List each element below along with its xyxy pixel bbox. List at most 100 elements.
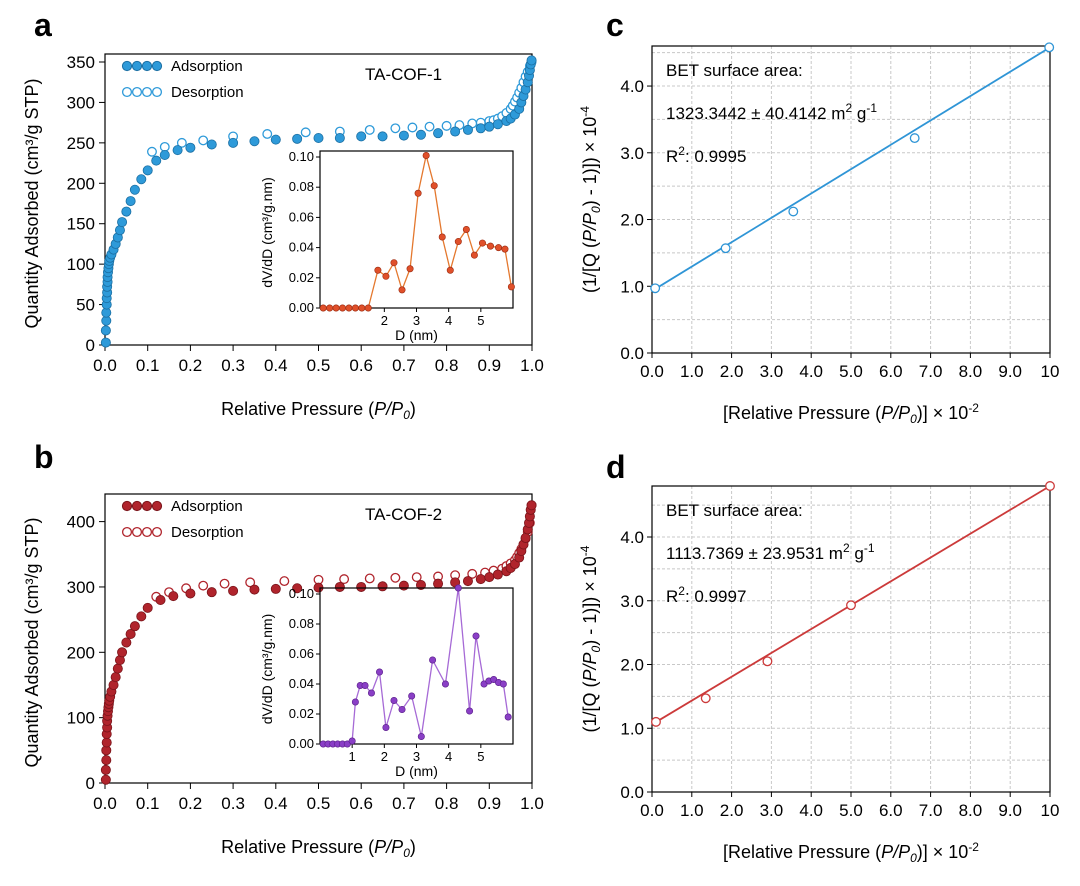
inset-x-tick-label: 5 bbox=[477, 313, 484, 328]
x-tick-label: 4.0 bbox=[799, 801, 823, 820]
x-tick-label: 0.5 bbox=[307, 356, 331, 375]
data-point bbox=[762, 656, 773, 667]
data-point bbox=[720, 243, 731, 254]
y-tick-label: 250 bbox=[67, 134, 95, 153]
data-point-adsorption bbox=[492, 119, 503, 130]
plot-frame bbox=[104, 493, 533, 784]
data-point-adsorption bbox=[228, 585, 239, 596]
data-point-adsorption bbox=[520, 532, 531, 543]
panel-letter-d: d bbox=[606, 449, 626, 485]
x-tick-label: 0.9 bbox=[477, 794, 501, 813]
x-tick-label: 0.0 bbox=[93, 356, 117, 375]
x-tick-label: 0.7 bbox=[392, 794, 416, 813]
inset-x-tick-label: 3 bbox=[413, 749, 420, 764]
inset-y-tick-label: 0.06 bbox=[289, 646, 314, 661]
data-point-adsorption bbox=[129, 621, 140, 632]
data-point-desorption bbox=[467, 568, 478, 579]
inset-y-tick-label: 0.04 bbox=[289, 676, 314, 691]
inset-data-point bbox=[486, 242, 494, 250]
inset-data-point bbox=[345, 304, 353, 312]
inset-data-point bbox=[422, 151, 430, 159]
y-tick-label: 4.0 bbox=[620, 77, 644, 96]
inset-y-tick-label: 0.02 bbox=[289, 706, 314, 721]
x-tick-label: 1.0 bbox=[520, 356, 544, 375]
x-tick-label: 0.4 bbox=[264, 356, 288, 375]
data-point-adsorption bbox=[292, 133, 303, 144]
data-point-adsorption bbox=[168, 591, 179, 602]
inset-data-point bbox=[361, 681, 369, 689]
inset-data-point bbox=[319, 304, 327, 312]
inset-data-point bbox=[446, 266, 454, 274]
x-tick-label: 3.0 bbox=[760, 362, 784, 381]
data-point-adsorption bbox=[415, 579, 426, 590]
x-axis-title: [Relative Pressure (P/P0)] × 10-2 bbox=[723, 401, 979, 426]
legend-marker-adsorption bbox=[151, 500, 163, 512]
inset-data-point bbox=[454, 584, 462, 592]
chart-panel-d: 0.0 1.0 2.0 3.0 4.0 5.0 6.0 7.0 8.0 9.0 10 0.0 1.0 2.… bbox=[578, 481, 1059, 865]
bet-annotation-value: 1113.7369 ± 23.9531 m2 g-1 bbox=[666, 541, 875, 563]
x-tick-label: 10 bbox=[1041, 362, 1060, 381]
data-point-adsorption bbox=[112, 663, 123, 674]
inset-data-point bbox=[470, 251, 478, 259]
chart-panel-a: 0.0 0.1 0.2 0.3 0.4 0.5 0.6 0.7 0.8 0.9 1.0 0 50 100 1… bbox=[22, 53, 544, 422]
data-point-adsorption bbox=[142, 602, 153, 613]
data-point-adsorption bbox=[356, 131, 367, 142]
data-point-adsorption bbox=[475, 123, 486, 134]
inset-data-point bbox=[462, 225, 470, 233]
data-point-adsorption bbox=[110, 672, 121, 683]
y-tick-label: 1.0 bbox=[620, 277, 644, 296]
legend-label-adsorption: Adsorption bbox=[171, 58, 243, 75]
inset-x-tick-label: 2 bbox=[381, 313, 388, 328]
data-point-desorption bbox=[364, 573, 375, 584]
x-tick-label: 5.0 bbox=[839, 362, 863, 381]
x-tick-label: 7.0 bbox=[919, 801, 943, 820]
inset-x-axis-title: D (nm) bbox=[395, 327, 438, 343]
y-axis-title: Quantity Adsorbed (cm³/g STP) bbox=[22, 517, 42, 767]
data-point-adsorption bbox=[270, 583, 281, 594]
data-point-desorption bbox=[364, 124, 375, 135]
bet-annotation-title: BET surface area: bbox=[666, 501, 803, 520]
data-point bbox=[650, 283, 661, 294]
data-point-adsorption bbox=[206, 139, 217, 150]
data-point-adsorption bbox=[129, 184, 140, 195]
inset-y-tick-label: 0.08 bbox=[289, 616, 314, 631]
data-point-adsorption bbox=[292, 583, 303, 594]
data-point-desorption bbox=[424, 121, 435, 132]
panel-letter-a: a bbox=[34, 7, 52, 43]
data-point-desorption bbox=[279, 576, 290, 587]
y-tick-label: 2.0 bbox=[620, 656, 644, 675]
legend-marker-desorption bbox=[151, 526, 163, 538]
inset-data-point bbox=[466, 707, 474, 715]
data-point-desorption bbox=[411, 572, 422, 583]
bet-annotation-value: 1323.3442 ± 40.4142 m2 g-1 bbox=[666, 101, 877, 123]
data-point-desorption bbox=[198, 135, 209, 146]
data-point bbox=[788, 206, 799, 217]
data-point-desorption bbox=[219, 578, 230, 589]
data-point-desorption bbox=[441, 120, 452, 131]
data-point bbox=[651, 716, 661, 727]
legend-marker-adsorption bbox=[151, 60, 163, 72]
data-point-adsorption bbox=[415, 129, 426, 140]
sample-label: TA-COF-1 bbox=[365, 65, 442, 84]
data-point-adsorption bbox=[172, 145, 183, 156]
y-tick-label: 2.0 bbox=[620, 211, 644, 230]
x-tick-label: 9.0 bbox=[998, 801, 1022, 820]
inset-data-point bbox=[390, 259, 398, 267]
data-point-desorption bbox=[300, 127, 311, 138]
x-tick-label: 6.0 bbox=[879, 801, 903, 820]
legend-marker-desorption bbox=[121, 526, 133, 538]
y-tick-label: 100 bbox=[67, 709, 95, 728]
chart-panel-b: 0.0 0.1 0.2 0.3 0.4 0.5 0.6 0.7 0.8 0.9 1.0 0 100 200… bbox=[22, 493, 544, 860]
data-point bbox=[909, 133, 920, 144]
x-tick-label: 2.0 bbox=[720, 801, 744, 820]
data-point-adsorption bbox=[100, 337, 111, 348]
bet-annotation-title: BET surface area: bbox=[666, 61, 803, 80]
inset-y-tick-label: 0.00 bbox=[289, 300, 314, 315]
data-point-adsorption bbox=[155, 595, 166, 606]
x-tick-label: 0.1 bbox=[136, 356, 160, 375]
data-point-adsorption bbox=[100, 774, 111, 785]
y-tick-label: 0.0 bbox=[620, 783, 644, 802]
y-tick-label: 200 bbox=[67, 174, 95, 193]
inset-data-point bbox=[398, 705, 406, 713]
inset-x-tick-label: 2 bbox=[381, 749, 388, 764]
